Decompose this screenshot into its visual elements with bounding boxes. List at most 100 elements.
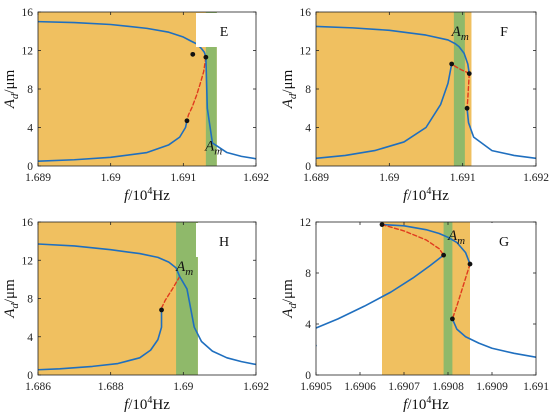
bifurcation-point-0 — [449, 61, 455, 67]
annotation-am: Am — [204, 139, 222, 158]
bifurcation-point-2 — [464, 105, 470, 111]
axes-box — [315, 221, 537, 376]
bifurcation-point-2 — [184, 118, 190, 124]
x-tick-label: 1.691 — [523, 381, 549, 393]
y-tick-label: 8 — [305, 268, 311, 280]
y-axis-label: Ad/μm — [280, 279, 299, 319]
stable-branch-3 — [205, 56, 256, 160]
band-region — [176, 222, 198, 375]
y-tick-label: 12 — [22, 46, 34, 58]
chart-panel-h: 1.686 1.688 1.69 1.692 0 4 8 12 16 H Am f/104Hz Ad/μ… — [2, 217, 269, 413]
stable-branch-0 — [38, 243, 181, 278]
y-tick-label: 12 — [300, 46, 312, 58]
panel-label-box — [476, 223, 534, 257]
panel-label: G — [499, 235, 509, 250]
stable-branch-3 — [178, 275, 256, 366]
y-tick-label: 12 — [300, 217, 312, 229]
y-tick-label: 0 — [27, 370, 33, 382]
stable-branch-4 — [316, 254, 445, 347]
x-tick-label: 1.692 — [243, 381, 269, 393]
shaded-region — [38, 222, 198, 375]
x-tick-label: 1.6906 — [344, 381, 376, 393]
chart-panel-e: 1.689 1.69 1.691 1.692 0 4 8 12 16 E Am f/104Hz Ad/μ… — [2, 7, 269, 204]
y-tick-label: 16 — [300, 7, 312, 19]
bifurcation-point-3 — [450, 316, 455, 322]
unstable-branch-1 — [186, 56, 207, 122]
stable-branch-0 — [381, 223, 471, 265]
stable-branch-2 — [38, 119, 188, 162]
x-tick-label: 1.688 — [98, 381, 124, 393]
stable-branch-4 — [466, 107, 536, 160]
annotation-am: Am — [447, 228, 465, 247]
band-region — [453, 12, 465, 166]
unstable-branch-1 — [451, 263, 471, 320]
band-region — [205, 12, 217, 166]
x-tick-label: 1.69 — [101, 172, 121, 184]
panel-label: E — [220, 25, 229, 40]
x-axis-label: f/104Hz — [124, 395, 170, 413]
plot-area — [38, 222, 256, 375]
unstable-branch-2 — [466, 72, 470, 109]
y-axis-label: Ad/μm — [2, 69, 21, 109]
bifurcation-point-0 — [190, 51, 196, 57]
y-axis-label: Ad/μm — [2, 279, 21, 319]
chart-panel-g: 1.6905 1.6906 1.6907 1.6908 1.6909 1.691 0 4 8 12… — [280, 217, 549, 413]
bifurcation-point-0 — [159, 307, 164, 313]
band-region — [443, 222, 453, 375]
plot-area — [316, 222, 536, 375]
stable-branch-3 — [316, 63, 453, 160]
annotation-am: Am — [175, 259, 193, 278]
y-tick-label: 0 — [305, 161, 311, 173]
shaded-region — [38, 12, 217, 166]
unstable-branch-1 — [450, 63, 470, 75]
x-axis-label: f/104Hz — [403, 186, 449, 204]
x-tick-label: 1.686 — [25, 381, 51, 393]
x-tick-label: 1.6909 — [476, 381, 508, 393]
x-tick-label: 1.691 — [170, 172, 196, 184]
stable-branch-0 — [38, 20, 207, 59]
x-axis-label: f/104Hz — [403, 395, 449, 413]
bifurcation-point-1 — [203, 54, 209, 60]
x-axis-label: f/104Hz — [124, 186, 170, 204]
x-tick-label: 1.69 — [379, 172, 399, 184]
x-tick-label: 1.691 — [450, 172, 476, 184]
shaded-region — [316, 12, 472, 166]
plot-area — [316, 12, 536, 166]
panel-label-box — [196, 13, 254, 47]
y-tick-label: 12 — [22, 255, 34, 267]
panel-label-box — [476, 13, 534, 47]
x-tick-label: 1.692 — [243, 172, 269, 184]
x-tick-label: 1.6907 — [388, 381, 420, 393]
panel-label-box — [196, 223, 254, 257]
x-tick-label: 1.689 — [303, 172, 329, 184]
shaded-region — [382, 222, 470, 375]
y-tick-label: 4 — [27, 123, 33, 135]
y-tick-label: 8 — [27, 294, 33, 306]
y-tick-label: 8 — [305, 84, 311, 96]
bifurcation-point-1 — [466, 71, 472, 76]
unstable-branch-3 — [381, 223, 445, 256]
y-tick-label: 0 — [305, 370, 311, 382]
y-tick-label: 8 — [27, 84, 33, 96]
stable-branch-2 — [38, 307, 163, 371]
unstable-branch-1 — [160, 275, 181, 309]
y-tick-label: 16 — [22, 217, 34, 229]
x-tick-label: 1.692 — [523, 172, 549, 184]
y-tick-label: 16 — [22, 7, 34, 19]
plot-area — [38, 12, 256, 166]
x-tick-label: 1.69 — [173, 381, 193, 393]
y-tick-label: 4 — [27, 332, 33, 344]
y-tick-label: 4 — [305, 123, 311, 135]
bifurcation-point-2 — [467, 261, 473, 267]
stable-branch-2 — [451, 318, 536, 358]
y-tick-label: 4 — [305, 319, 311, 331]
bifurcation-point-1 — [441, 252, 446, 258]
panel-label: H — [219, 235, 229, 250]
chart-panel-f: 1.689 1.69 1.691 1.692 0 4 8 12 16 F Am f/104Hz Ad/μ… — [280, 7, 549, 204]
y-tick-label: 0 — [27, 161, 33, 173]
x-tick-label: 1.689 — [25, 172, 51, 184]
stable-branch-0 — [316, 25, 471, 75]
y-axis-label: Ad/μm — [280, 69, 299, 109]
bifurcation-point-0 — [379, 222, 385, 227]
